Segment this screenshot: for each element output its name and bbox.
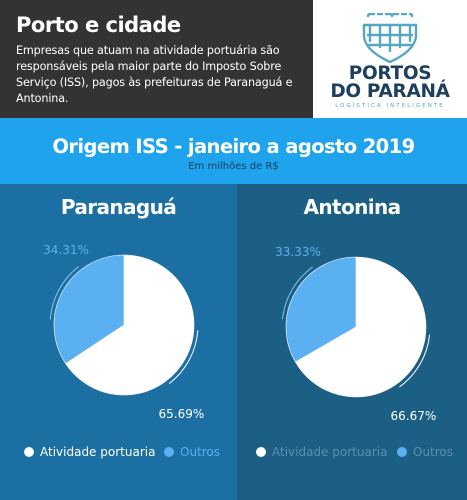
pie-chart-paranagua: 65.69% 34.31%	[43, 243, 205, 421]
pie-slice-outros[interactable]	[53, 254, 125, 365]
legend-label-other: Outros	[180, 445, 221, 459]
legend-label-port: Atividade portuaria	[40, 445, 156, 459]
pie-slice-atividade-portuaria[interactable]	[294, 256, 427, 398]
pie-slice-atividade-portuaria[interactable]	[65, 254, 195, 396]
logo-wordmark-line2: DO PARANÁ	[330, 81, 450, 102]
legend-dot-port	[256, 447, 266, 457]
chart-banner: Origem ISS - janeiro a agosto 2019 Em mi…	[0, 118, 467, 184]
logo: PORTOS DO PARANÁ LOGÍSTICA INTELIGENTE	[313, 0, 467, 118]
header-title: Porto e cidade	[16, 13, 181, 37]
logo-tagline: LOGÍSTICA INTELIGENTE	[335, 103, 445, 109]
chart-subtitle: Em milhões de R$	[188, 161, 279, 172]
pie-slice-outros[interactable]	[285, 256, 357, 363]
panel-antonina: Antonina 66.67% 33.33% Atividade portuari…	[237, 184, 467, 500]
legend-label-port: Atividade portuaria	[272, 445, 388, 459]
header-description: Empresas que atuam na atividade portuári…	[16, 44, 293, 105]
legend-dot-other	[164, 447, 174, 457]
panel-paranagua: Paranaguá 65.69% 34.31% Atividade portuar…	[0, 184, 237, 500]
pie-chart-antonina: 66.67% 33.33%	[275, 245, 437, 423]
logo-wordmark-line1: PORTOS	[348, 63, 432, 84]
data-label-outros: 33.33%	[275, 245, 321, 259]
pie-leader-atividade-portuaria	[168, 330, 199, 384]
pie-title-antonina: Antonina	[303, 195, 401, 219]
legend-dot-port	[24, 447, 34, 457]
data-label-outros: 34.31%	[43, 243, 89, 257]
legend-label-other: Outros	[413, 445, 454, 459]
pie-title-paranagua: Paranaguá	[60, 195, 177, 219]
data-label-atividade-portuaria: 66.67%	[391, 409, 437, 423]
data-label-atividade-portuaria: 65.69%	[159, 407, 205, 421]
lighthouse-grid-icon	[362, 13, 418, 63]
legend-dot-other	[397, 447, 407, 457]
header-panel: Porto e cidade Empresas que atuam na ati…	[0, 0, 313, 118]
pie-leader-outros	[281, 266, 313, 320]
pie-leader-outros	[49, 266, 80, 320]
pie-leader-atividade-portuaria	[399, 334, 431, 388]
chart-title: Origem ISS - janeiro a agosto 2019	[52, 135, 415, 158]
